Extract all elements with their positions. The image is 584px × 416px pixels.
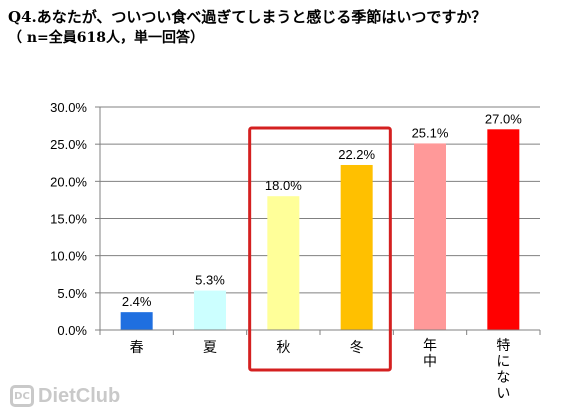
value-label: 2.4%	[122, 294, 152, 309]
x-tick-label-text: 春	[130, 340, 144, 356]
y-tick-label: 30.0%	[50, 100, 87, 115]
dietclub-logo-text: DietClub	[38, 384, 121, 407]
x-tick-label: 冬	[350, 340, 364, 356]
y-tick-label: 20.0%	[50, 174, 87, 189]
chart-subtitle: （ n=全員618人，単一回答）	[8, 30, 205, 46]
bar-3	[267, 196, 300, 330]
y-tick-label: 0.0%	[57, 323, 87, 338]
x-tick-label: 年中	[423, 338, 437, 370]
y-tick-label: 25.0%	[50, 137, 87, 152]
chart-title: Q4.あなたが、ついつい食べ過ぎてしまうと感じる季節はいつですか？	[8, 8, 487, 26]
x-tick-label: 夏	[203, 340, 217, 356]
dietclub-logo-icon: DC	[10, 385, 34, 407]
y-tick-label: 15.0%	[50, 212, 87, 227]
value-label: 25.1%	[412, 125, 449, 140]
bar-1	[120, 312, 153, 330]
bar-2	[194, 290, 226, 330]
bar-4	[340, 164, 373, 330]
value-labels: 2.4% 5.3% 18.0% 22.2% 25.1% 27.0%	[122, 111, 522, 309]
value-label: 18.0%	[265, 178, 302, 193]
x-tick-label-text: 夏	[203, 340, 217, 356]
highlight-box-group	[248, 126, 392, 372]
value-label: 5.3%	[195, 273, 225, 288]
axes	[99, 107, 540, 331]
dietclub-logo: DC DietClub	[10, 383, 120, 409]
value-label: 27.0%	[485, 111, 522, 126]
x-tick-label-text: 冬	[350, 340, 364, 356]
x-tick-label-char: い	[496, 386, 510, 402]
value-label: 22.2%	[338, 147, 375, 162]
bar-6	[487, 129, 520, 330]
x-tick-label-char: 年	[423, 338, 437, 354]
gridlines	[95, 106, 541, 335]
highlight-box	[248, 126, 392, 372]
y-tick-label: 5.0%	[57, 286, 87, 301]
x-tick-label: 春	[130, 340, 144, 356]
x-tick-label-char: 中	[423, 354, 437, 370]
bars	[120, 129, 520, 330]
x-tick-label-text: 秋	[276, 340, 290, 356]
bar-5	[414, 143, 446, 330]
x-tick-label-char: に	[496, 354, 510, 370]
x-tick-label-char: 特	[496, 338, 510, 354]
x-tick-label-char: な	[496, 370, 510, 386]
y-tick-label: 10.0%	[50, 249, 87, 264]
x-tick-label: 秋	[276, 340, 290, 356]
y-axis-tick-labels: 0.0% 5.0% 10.0% 15.0% 20.0% 25.0% 30.0%	[50, 100, 87, 338]
